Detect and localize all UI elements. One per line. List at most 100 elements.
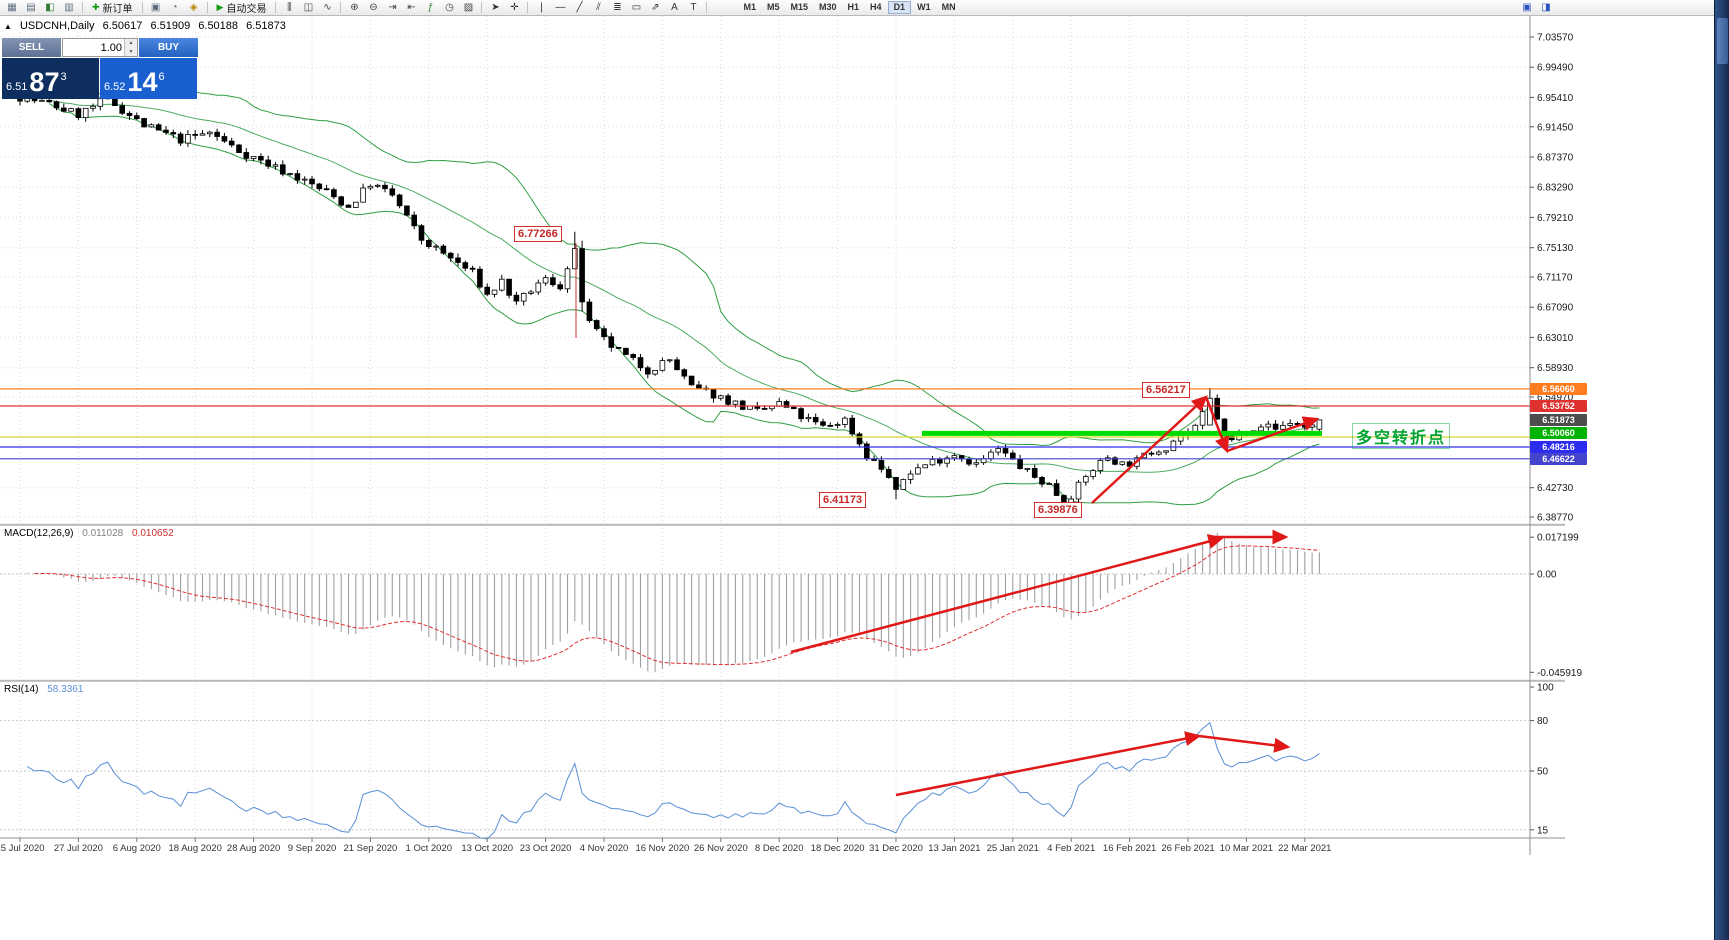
svg-text:13 Oct 2020: 13 Oct 2020 — [461, 843, 513, 854]
new-order-button-icon: ✚ — [92, 2, 100, 12]
toolbar-separator — [706, 2, 708, 13]
volume-down-icon[interactable]: ▼ — [125, 47, 137, 56]
volume-up-icon[interactable]: ▲ — [125, 39, 137, 48]
dock-maximize-icon[interactable]: ◨ — [1541, 1, 1551, 13]
svg-text:31 Dec 2020: 31 Dec 2020 — [869, 843, 923, 854]
buy-button[interactable]: BUY — [139, 38, 198, 57]
svg-text:0.017199: 0.017199 — [1537, 533, 1579, 544]
buy-price-button[interactable]: 6.52 14 6 — [100, 58, 197, 99]
buy-price-small: 6.52 — [104, 81, 126, 93]
cascade-windows-icon[interactable]: ▤ — [26, 1, 36, 13]
sell-button[interactable]: SELL — [2, 38, 61, 57]
toolbar-separator — [527, 2, 529, 13]
macd-panel[interactable] — [0, 532, 1530, 673]
ohlc-high: 6.51909 — [150, 20, 191, 32]
volume-input[interactable] — [63, 41, 124, 54]
svg-text:6.83290: 6.83290 — [1537, 183, 1574, 194]
dock-chart-icon[interactable]: ▣ — [1522, 1, 1532, 13]
timeframe-m5[interactable]: M5 — [766, 2, 780, 12]
channel-icon[interactable]: ⫽ — [596, 1, 601, 13]
symbol-period-label: USDCNH,Daily — [19, 20, 95, 32]
chart-shift-icon[interactable]: ⇤ — [407, 1, 416, 13]
fibonacci-icon[interactable]: ≣ — [613, 1, 622, 13]
svg-text:50: 50 — [1537, 767, 1549, 778]
rsi-label: RSI(14) 58.3361 — [4, 684, 89, 695]
zoom-in-icon[interactable]: ⊕ — [350, 1, 359, 13]
svg-text:6.87370: 6.87370 — [1537, 153, 1574, 164]
tile-windows-icon[interactable]: ▦ — [7, 1, 17, 13]
rsi-value: 58.3361 — [47, 684, 84, 695]
right-dock-strip[interactable] — [1714, 0, 1729, 940]
price-axis[interactable]: 7.03570 6.99490 6.95410 6.91450 6.87370 6.832… — [1530, 33, 1582, 837]
svg-text:6.58930: 6.58930 — [1537, 363, 1574, 374]
timeframe-w1[interactable]: W1 — [917, 2, 931, 12]
navigator-icon[interactable]: ▥ — [64, 1, 74, 13]
svg-text:9 Sep 2020: 9 Sep 2020 — [288, 843, 337, 854]
sell-price-small: 6.51 — [6, 81, 28, 93]
trendline-icon[interactable]: ╱ — [576, 1, 583, 13]
svg-text:22 Mar 2021: 22 Mar 2021 — [1278, 843, 1331, 854]
terminal-icon[interactable]: ▣ — [150, 1, 161, 13]
trend-arrows[interactable] — [790, 395, 1320, 797]
timeframe-h1[interactable]: H1 — [847, 2, 860, 12]
svg-text:6.67090: 6.67090 — [1537, 303, 1574, 314]
timeframe-m1[interactable]: M1 — [743, 2, 756, 12]
panel-frame — [0, 16, 1565, 855]
volume-stepper[interactable]: ▲ ▼ — [124, 39, 137, 56]
svg-text:6.79210: 6.79210 — [1537, 213, 1574, 224]
svg-text:21 Sep 2020: 21 Sep 2020 — [343, 843, 397, 854]
one-click-toggle-icon[interactable]: ▲ — [4, 22, 12, 31]
arrow-object-icon[interactable]: ⇗ — [651, 1, 660, 13]
cursor-icon[interactable]: ➤ — [491, 1, 500, 13]
macd-signal-value: 0.010652 — [132, 528, 174, 539]
timeframe-mn[interactable]: MN — [941, 2, 956, 12]
timeframe-d1[interactable]: D1 — [887, 1, 912, 14]
scrollbar-thumb[interactable] — [1717, 18, 1728, 64]
annotation-text: 多空转折点 — [1352, 423, 1451, 449]
rsi-line — [27, 721, 1320, 840]
timeframe-m15[interactable]: M15 — [790, 2, 809, 12]
svg-text:15 Jul 2020: 15 Jul 2020 — [0, 843, 45, 854]
svg-text:6.71170: 6.71170 — [1537, 273, 1573, 284]
new-order-button[interactable]: ✚ 新订单 — [87, 1, 138, 15]
templates-icon[interactable]: ▨ — [463, 1, 474, 13]
rsi-panel[interactable] — [0, 720, 1530, 840]
autotrading-button[interactable]: ▶ 自动交易 — [212, 1, 272, 15]
metaeditor-icon[interactable]: ◈ — [189, 1, 198, 13]
zoom-out-icon[interactable]: ⊖ — [369, 1, 378, 13]
svg-text:18 Dec 2020: 18 Dec 2020 — [811, 843, 865, 854]
macd-histogram — [26, 532, 1320, 673]
rsi-name: RSI(14) — [4, 684, 39, 695]
crosshair-icon[interactable]: ✛ — [510, 1, 519, 13]
bar-chart-icon[interactable]: ⫼ — [287, 1, 292, 13]
auto-scroll-icon[interactable]: ⇥ — [388, 1, 397, 13]
svg-text:8 Dec 2020: 8 Dec 2020 — [755, 843, 804, 854]
strategy-tester-icon[interactable]: ◔ — [171, 1, 178, 13]
timeframe-m30[interactable]: M30 — [819, 2, 837, 12]
text-icon[interactable]: T — [690, 1, 697, 13]
horizontal-line-icon[interactable]: ― — [555, 1, 566, 13]
periods-icon[interactable]: ◷ — [445, 1, 454, 13]
shapes-icon[interactable]: ▭ — [631, 1, 642, 13]
svg-text:7.03570: 7.03570 — [1537, 33, 1574, 44]
market-watch-icon[interactable]: ◧ — [45, 1, 55, 13]
toolbar-separator — [141, 2, 143, 13]
text-label-icon[interactable]: A — [671, 1, 678, 13]
svg-text:-0.045919: -0.045919 — [1537, 668, 1582, 679]
indicators-icon[interactable]: ƒ — [427, 1, 434, 13]
vertical-line-icon[interactable]: ❘ — [537, 1, 546, 13]
grid-layer — [0, 16, 1530, 838]
line-chart-icon[interactable]: ∿ — [323, 1, 332, 13]
svg-text:25 Jan 2021: 25 Jan 2021 — [987, 843, 1039, 854]
ohlc-close: 6.51873 — [246, 20, 286, 32]
timeframe-h4[interactable]: H4 — [870, 2, 882, 12]
svg-text:80: 80 — [1537, 716, 1549, 727]
candlestick-chart-icon[interactable]: ◫ — [303, 1, 314, 13]
level-lines[interactable] — [0, 388, 1530, 460]
sell-price-button[interactable]: 6.51 87 3 — [2, 58, 99, 99]
svg-text:6.91450: 6.91450 — [1537, 122, 1574, 133]
time-axis[interactable]: 15 Jul 2020 27 Jul 2020 6 Aug 2020 18 Aug 2… — [0, 838, 1331, 854]
macd-signal-line — [34, 545, 1320, 666]
svg-text:6 Aug 2020: 6 Aug 2020 — [113, 843, 161, 854]
